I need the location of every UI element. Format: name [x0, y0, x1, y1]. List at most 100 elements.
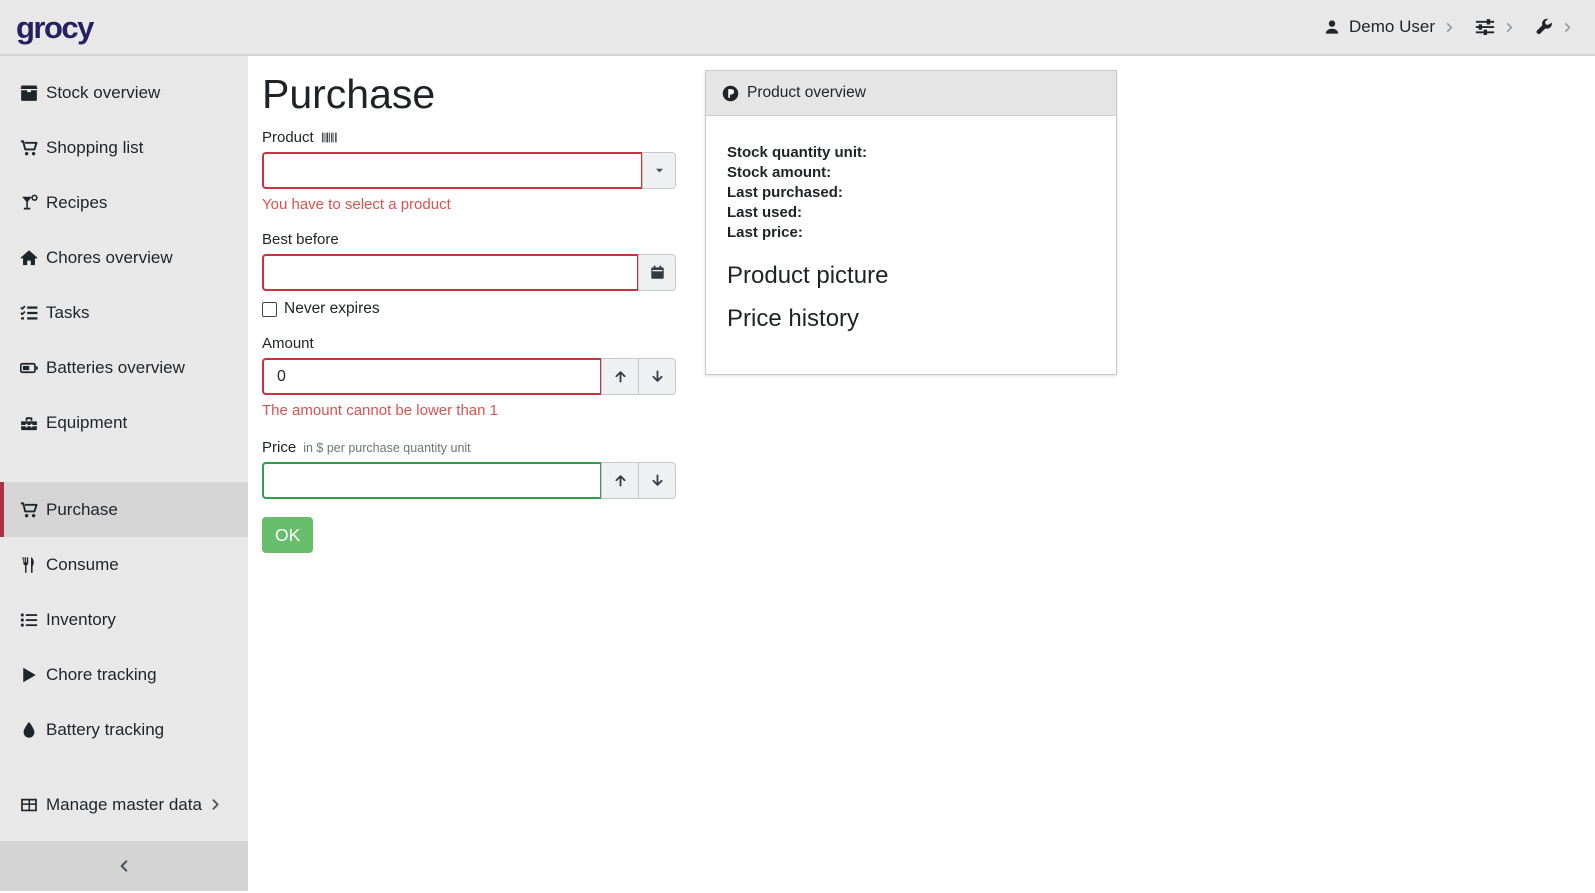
sidebar-item-battery-tracking[interactable]: Battery tracking [0, 702, 248, 757]
sidebar-item-label: Batteries overview [46, 357, 185, 377]
never-expires-row: Never expires [262, 300, 676, 318]
sidebar-item-label: Chores overview [46, 247, 173, 267]
calendar-button[interactable] [638, 254, 676, 292]
amount-input-group [262, 358, 676, 396]
top-bar: grocy Demo User [0, 0, 1595, 56]
price-decrement-button[interactable] [638, 462, 676, 500]
price-input-group [262, 462, 676, 500]
page-title: Purchase [262, 71, 436, 117]
sidebar-item-label: Equipment [46, 412, 128, 432]
box-icon [20, 84, 38, 102]
chevron-right-icon [209, 798, 222, 811]
cocktail-icon [20, 194, 38, 212]
sidebar-item-batteries-overview[interactable]: Batteries overview [0, 340, 248, 395]
sidebar-item-chore-tracking[interactable]: Chore tracking [0, 647, 248, 702]
best-before-input-group [262, 254, 676, 292]
product-overview-title: Product overview [747, 84, 866, 101]
sidebar-item-label: Tasks [46, 302, 90, 322]
product-label: Product [262, 129, 676, 146]
battery-icon [20, 359, 38, 377]
home-icon [20, 249, 38, 267]
chevron-right-icon [1444, 22, 1455, 33]
user-name: Demo User [1349, 17, 1435, 36]
sidebar-item-consume[interactable]: Consume [0, 537, 248, 592]
sidebar-item-recipes[interactable]: Recipes [0, 175, 248, 230]
main-content: Purchase Product You have to select a pr… [248, 56, 1595, 891]
sidebar-item-purchase[interactable]: Purchase [0, 482, 248, 537]
price-hint: in $ per purchase quantity unit [303, 440, 471, 455]
best-before-label: Best before [262, 231, 339, 249]
last-purchased-label: Last purchased: [727, 184, 843, 201]
amount-increment-button[interactable] [601, 358, 639, 396]
caret-down-icon [653, 164, 666, 177]
last-used-label: Last used: [727, 204, 803, 221]
wrench-icon [1535, 18, 1553, 36]
sidebar-item-tasks[interactable]: Tasks [0, 285, 248, 340]
chevron-left-icon [117, 859, 131, 873]
product-error: You have to select a product [262, 196, 451, 214]
sidebar-item-shopping-list[interactable]: Shopping list [0, 120, 248, 175]
amount-label: Amount [262, 335, 314, 353]
sidebar-item-label: Recipes [46, 192, 108, 212]
price-label: Price in $ per purchase quantity unit [262, 439, 471, 457]
amount-error: The amount cannot be lower than 1 [262, 402, 498, 420]
settings-menu[interactable] [1475, 17, 1515, 37]
sidebar-item-label: Battery tracking [46, 719, 165, 739]
price-history-heading: Price history [727, 305, 860, 332]
user-menu[interactable]: Demo User [1324, 17, 1455, 37]
sidebar-item-equipment[interactable]: Equipment [0, 395, 248, 450]
sidebar-item-label: Inventory [46, 609, 116, 629]
arrow-down-icon [650, 473, 665, 488]
sidebar-item-manage-master-data[interactable]: Manage master data [0, 777, 248, 832]
product-hunt-icon [722, 85, 739, 102]
calendar-icon [650, 265, 665, 280]
arrow-down-icon [650, 369, 665, 384]
tasks-icon [20, 304, 38, 322]
amount-decrement-button[interactable] [638, 358, 676, 396]
last-price-label: Last price: [727, 224, 803, 241]
utensils-icon [20, 556, 38, 574]
sidebar-item-stock-overview[interactable]: Stock overview [0, 65, 248, 120]
stock-amount-label: Stock amount: [727, 164, 832, 181]
stock-quantity-unit-label: Stock quantity unit: [727, 144, 867, 161]
price-increment-button[interactable] [601, 462, 639, 500]
chevron-right-icon [1562, 22, 1573, 33]
admin-menu[interactable] [1535, 18, 1573, 36]
price-input[interactable] [262, 462, 602, 500]
arrow-up-icon [613, 473, 628, 488]
topbar-menus: Demo User [1324, 17, 1573, 37]
user-icon [1324, 19, 1340, 35]
toolbox-icon [20, 414, 38, 432]
product-input[interactable] [262, 152, 643, 190]
sidebar-item-label: Shopping list [46, 137, 144, 157]
sidebar-item-label: Chore tracking [46, 664, 157, 684]
play-icon [20, 666, 38, 684]
product-overview-header: Product overview [706, 71, 1116, 116]
arrow-up-icon [613, 369, 628, 384]
ok-button[interactable]: OK [262, 517, 314, 554]
product-input-group [262, 152, 676, 190]
product-overview-body: Stock quantity unit: Stock amount: Last … [706, 116, 1116, 374]
sidebar-item-label: Manage master data [46, 794, 202, 814]
grocy-logo[interactable]: grocy [16, 9, 94, 45]
droplet-icon [20, 721, 38, 739]
list-icon [20, 611, 38, 629]
barcode-icon [321, 129, 338, 146]
purchase-form: Purchase Product You have to select a pr… [262, 70, 676, 554]
chevron-right-icon [1504, 22, 1515, 33]
best-before-input[interactable] [262, 254, 639, 292]
table-icon [20, 796, 38, 814]
sidebar-item-chores-overview[interactable]: Chores overview [0, 230, 248, 285]
sidebar: Stock overview Shopping list Recipes Cho… [0, 56, 248, 891]
sidebar-item-label: Stock overview [46, 82, 161, 102]
amount-input[interactable] [262, 358, 602, 396]
never-expires-label: Never expires [284, 300, 380, 318]
product-overview-card: Product overview Stock quantity unit: St… [705, 70, 1117, 375]
sidebar-collapse-button[interactable] [0, 841, 248, 891]
product-dropdown-button[interactable] [642, 152, 676, 190]
never-expires-checkbox[interactable] [262, 301, 277, 317]
cart-icon [20, 501, 38, 519]
cart-icon [20, 139, 38, 157]
sidebar-item-inventory[interactable]: Inventory [0, 592, 248, 647]
sidebar-item-label: Purchase [46, 499, 118, 519]
